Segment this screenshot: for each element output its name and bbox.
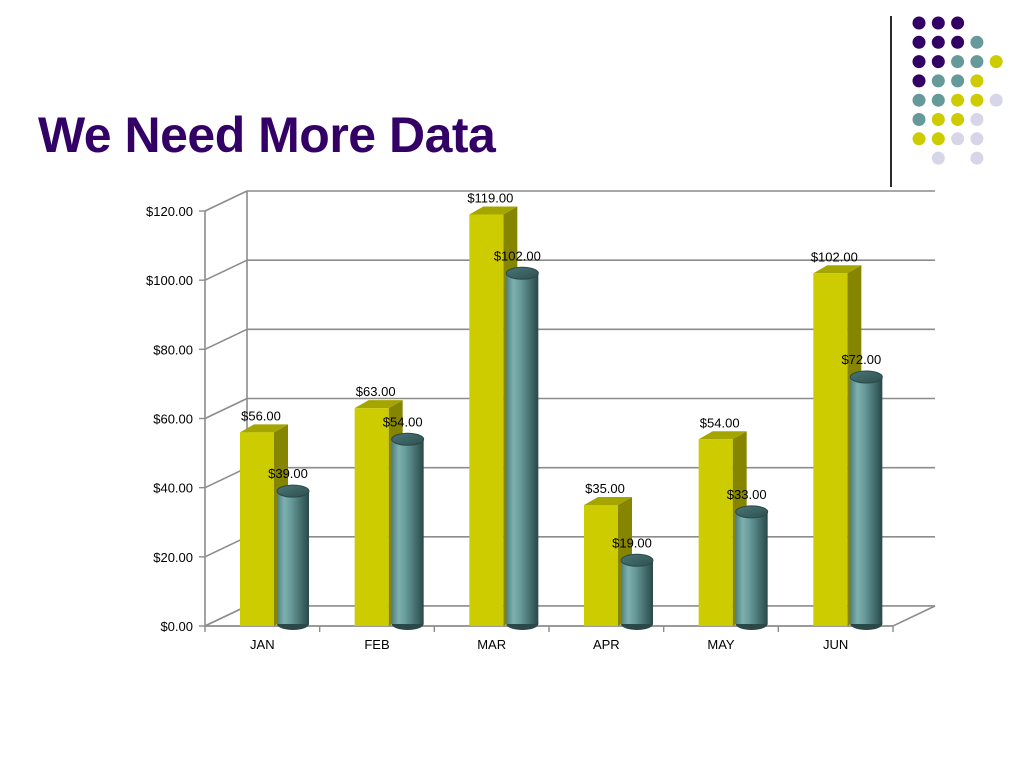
data-label: $102.00 bbox=[811, 249, 858, 264]
cylinder-top bbox=[735, 505, 769, 519]
gridline-side bbox=[204, 259, 248, 281]
x-tick-label: JAN bbox=[250, 637, 275, 652]
chart-axes: $0.00 $20.00 $40.00 $60.00 $80.00 $100.00 $120… bbox=[146, 204, 894, 652]
x-tick-label: MAR bbox=[477, 637, 506, 652]
cylinder-top bbox=[391, 432, 425, 446]
bar bbox=[277, 491, 309, 624]
bar bbox=[354, 408, 389, 626]
bar bbox=[850, 377, 883, 624]
bar-top bbox=[813, 265, 862, 274]
bar-top bbox=[240, 424, 288, 433]
gridline-side bbox=[204, 397, 248, 420]
bar-top bbox=[354, 400, 403, 409]
y-tick-label: $80.00 bbox=[153, 342, 193, 357]
data-label: $72.00 bbox=[841, 352, 881, 367]
data-label: $39.00 bbox=[268, 466, 308, 481]
chart-bars bbox=[240, 206, 883, 630]
gridline-side bbox=[204, 190, 248, 212]
y-tick-label: $60.00 bbox=[153, 412, 193, 427]
data-label: $35.00 bbox=[585, 481, 625, 496]
y-tick-label: $0.00 bbox=[160, 619, 193, 634]
bar bbox=[506, 273, 539, 624]
y-tick-label: $100.00 bbox=[146, 273, 193, 288]
data-label: $102.00 bbox=[494, 248, 541, 263]
x-tick-label: FEB bbox=[364, 637, 389, 652]
bar-top bbox=[698, 431, 747, 440]
bar bbox=[584, 504, 618, 626]
bar-top bbox=[469, 206, 518, 215]
cylinder-top bbox=[620, 553, 654, 567]
chart-data-labels: $56.00 $39.00 $63.00 $54.00 $119.00 $102.00 $3… bbox=[241, 190, 881, 550]
gridline-side bbox=[204, 328, 248, 351]
data-label: $119.00 bbox=[467, 190, 513, 205]
bar bbox=[698, 439, 733, 626]
x-tick-label: MAY bbox=[707, 637, 735, 652]
bar-top bbox=[584, 496, 632, 505]
x-tick-label: APR bbox=[593, 637, 620, 652]
data-label: $19.00 bbox=[612, 535, 652, 550]
bar bbox=[391, 439, 424, 624]
bar bbox=[469, 214, 504, 627]
y-tick-label: $120.00 bbox=[146, 204, 193, 219]
data-label: $54.00 bbox=[700, 415, 740, 430]
data-label: $63.00 bbox=[356, 384, 396, 399]
cylinder-top bbox=[505, 266, 539, 280]
vertical-divider bbox=[890, 16, 892, 187]
cylinder-top bbox=[849, 370, 883, 384]
bar bbox=[240, 432, 274, 626]
bar bbox=[621, 560, 653, 624]
y-tick-label: $20.00 bbox=[153, 550, 193, 565]
data-label: $33.00 bbox=[727, 487, 767, 502]
bar bbox=[813, 273, 848, 626]
slide-title: We Need More Data bbox=[38, 107, 496, 163]
data-label: $54.00 bbox=[383, 414, 423, 429]
cylinder-top bbox=[276, 484, 310, 498]
data-label: $56.00 bbox=[241, 408, 281, 423]
bar bbox=[735, 511, 768, 624]
x-tick-label: JUN bbox=[823, 637, 848, 652]
y-tick-label: $40.00 bbox=[153, 481, 193, 496]
